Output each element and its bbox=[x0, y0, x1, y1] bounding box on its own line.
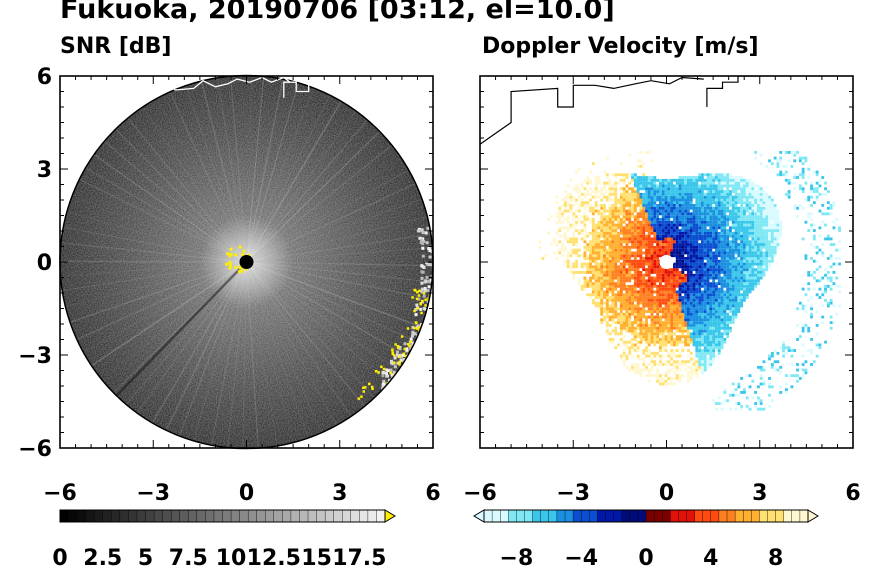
x-tick-label: 3 bbox=[752, 481, 767, 506]
snr-panel-title: SNR [dB] bbox=[60, 34, 172, 59]
figure-title: Fukuoka, 20190706 [03:12, el=10.0] bbox=[60, 0, 615, 25]
snr-colorbar-label: 12.5 bbox=[247, 546, 301, 570]
doppler-colorbar: −8 −4 0 4 8 bbox=[473, 509, 819, 570]
doppler-colorbar-label: 8 bbox=[768, 546, 783, 570]
doppler-colorbar-label: 0 bbox=[638, 546, 653, 570]
doppler-colorbar-label: −4 bbox=[564, 546, 598, 570]
snr-colorbar-label: 0 bbox=[52, 546, 67, 570]
snr-colorbar: 0 2.5 5 7.5 10 12.5 15 17.5 bbox=[52, 509, 396, 570]
x-tick-label: −3 bbox=[136, 481, 170, 506]
x-tick-label: 0 bbox=[239, 481, 254, 506]
x-tick-label: 3 bbox=[332, 481, 347, 506]
doppler-colorbar-label: 4 bbox=[703, 546, 718, 570]
x-tick-label: −6 bbox=[463, 481, 497, 506]
snr-colorbar-label: 7.5 bbox=[169, 546, 208, 570]
snr-colorbar-label: 17.5 bbox=[332, 546, 386, 570]
x-tick-label: 6 bbox=[425, 481, 440, 506]
snr-colorbar-label: 15 bbox=[301, 546, 332, 570]
y-tick-label: 3 bbox=[37, 158, 52, 183]
x-tick-label: −3 bbox=[556, 481, 590, 506]
x-tick-label: −6 bbox=[43, 481, 77, 506]
x-tick-label: 6 bbox=[845, 481, 860, 506]
doppler-polar-image bbox=[538, 151, 841, 411]
y-tick-label: 0 bbox=[37, 251, 52, 276]
doppler-colorbar-label: −8 bbox=[500, 546, 534, 570]
snr-colorbar-label: 10 bbox=[216, 546, 247, 570]
doppler-panel-title: Doppler Velocity [m/s] bbox=[482, 34, 759, 59]
y-tick-label: −3 bbox=[18, 344, 52, 369]
y-tick-label: 6 bbox=[37, 65, 52, 90]
snr-colorbar-label: 2.5 bbox=[83, 546, 122, 570]
x-tick-label: 0 bbox=[659, 481, 674, 506]
snr-polar-image bbox=[59, 74, 434, 450]
y-tick-label: −6 bbox=[18, 437, 52, 462]
snr-colorbar-label: 5 bbox=[138, 546, 153, 570]
